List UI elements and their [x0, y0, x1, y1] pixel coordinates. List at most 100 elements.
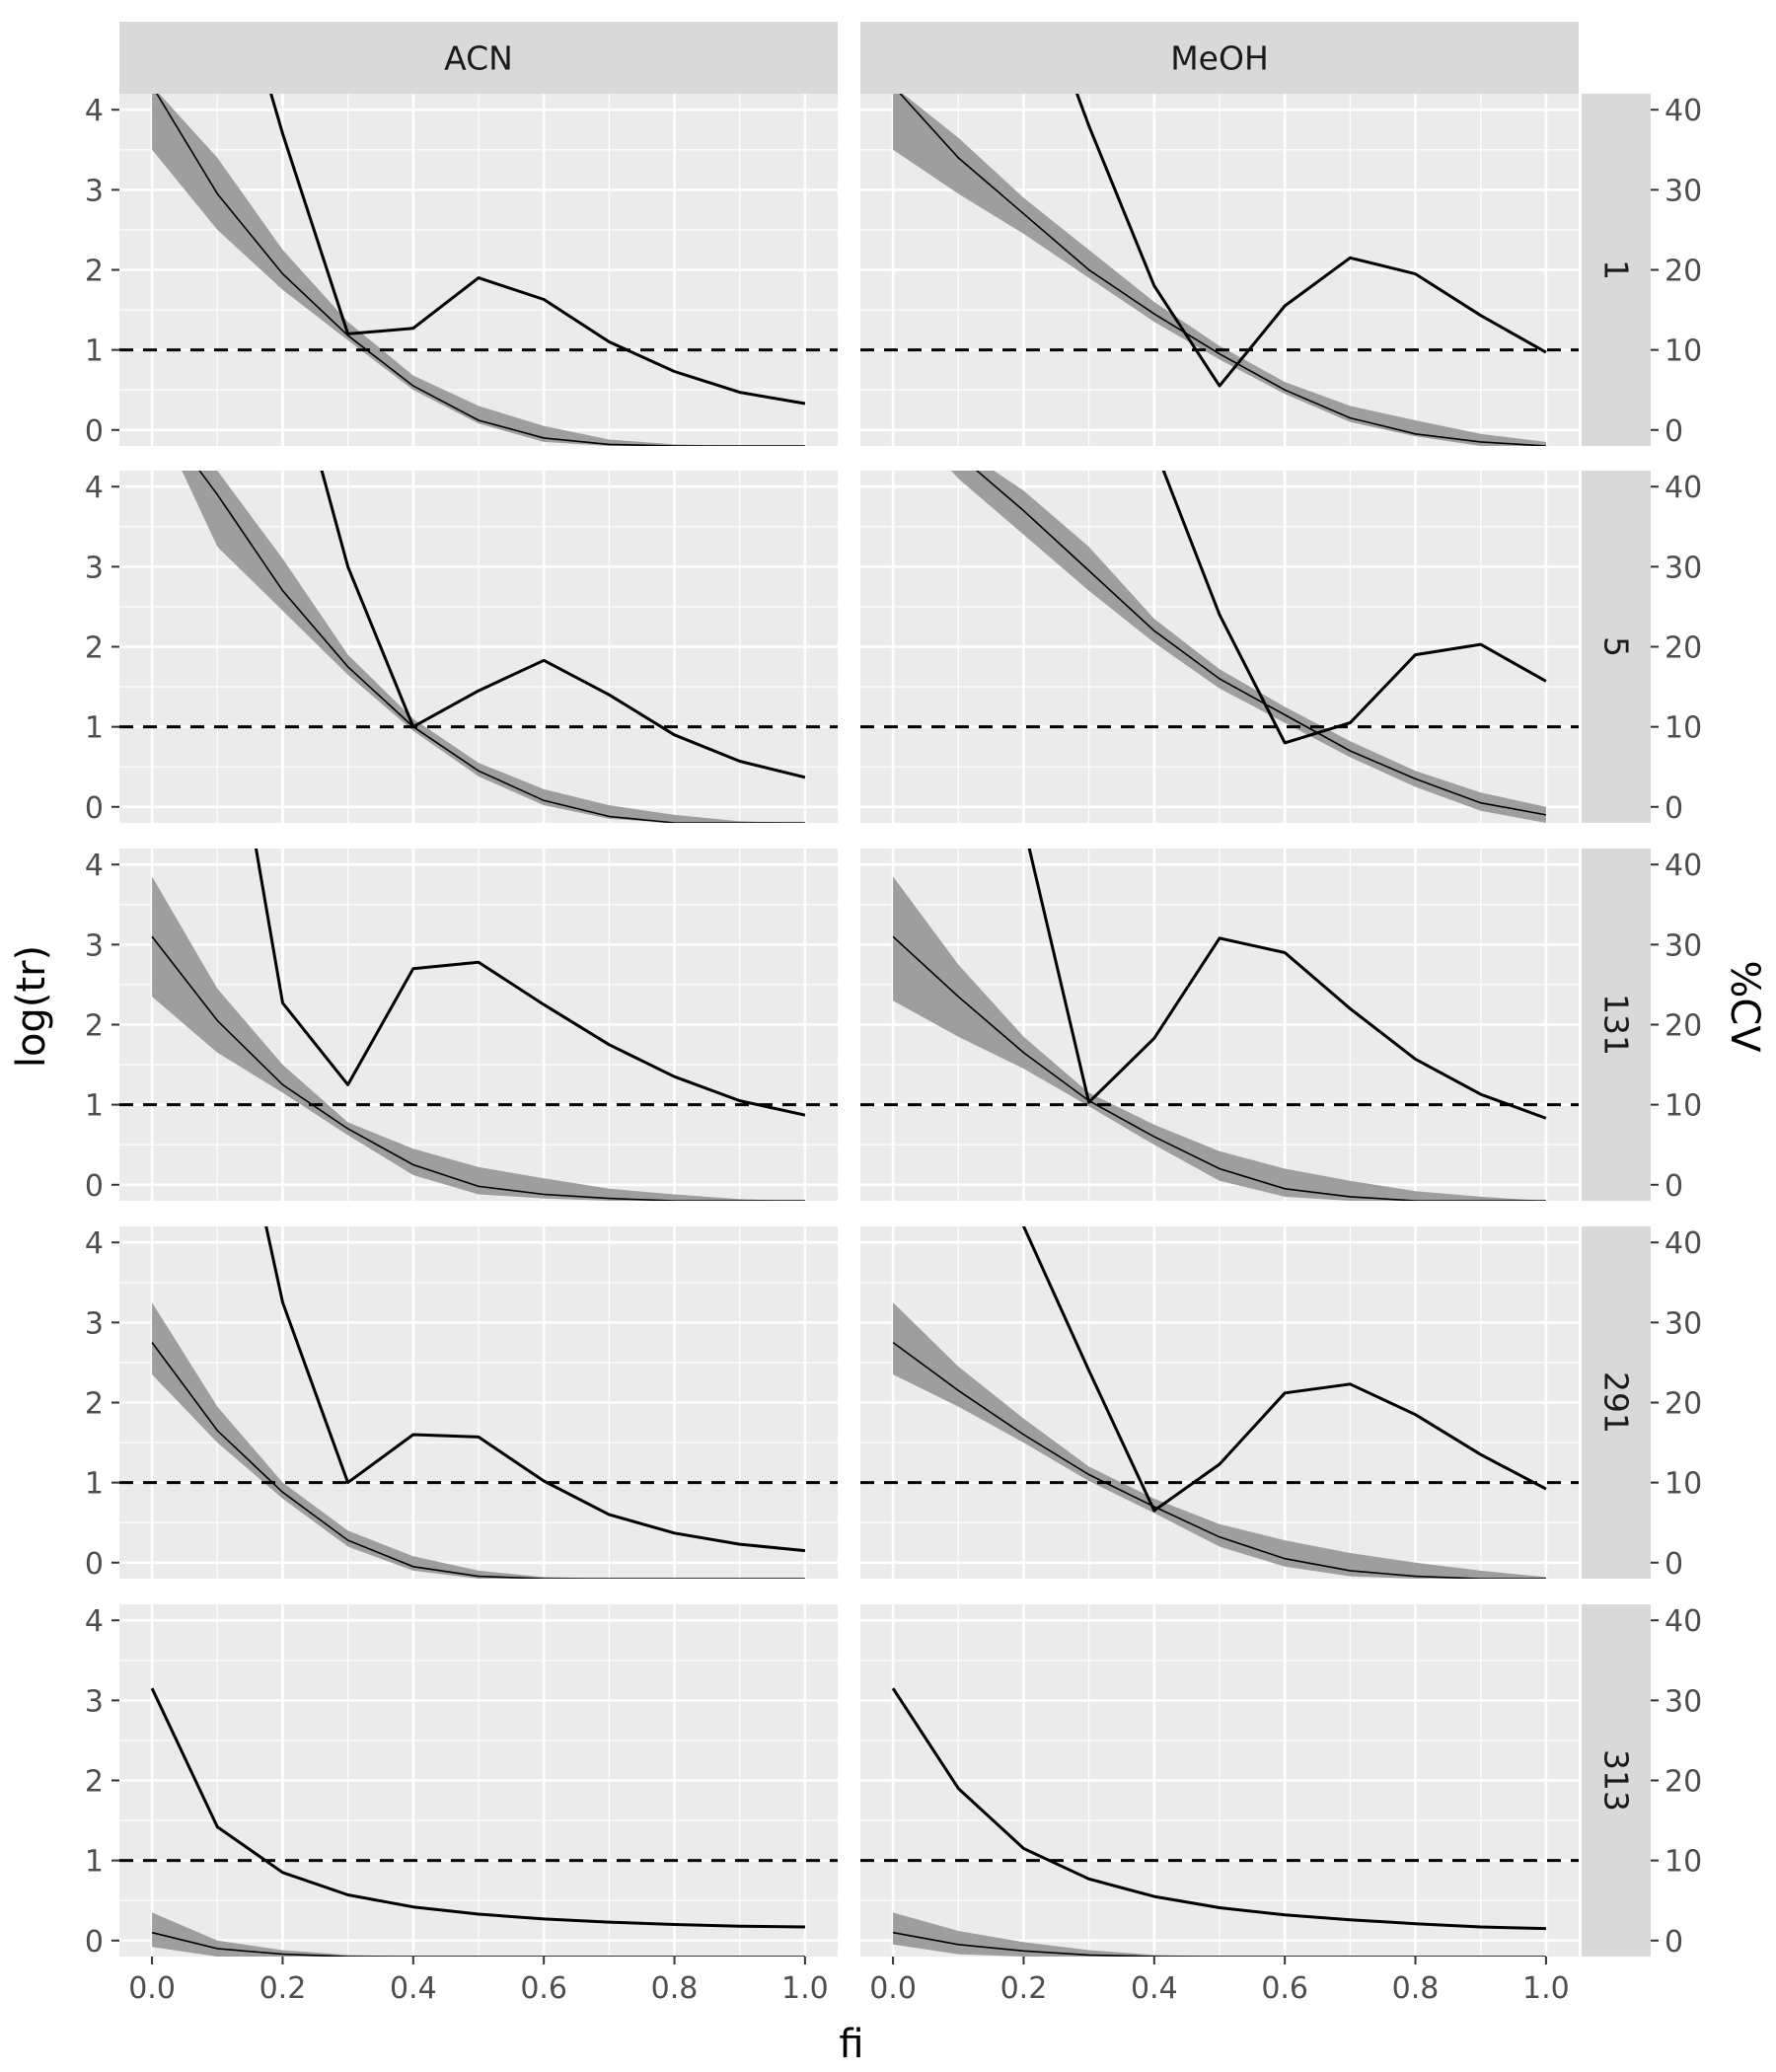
- panel-acn-313: [119, 1604, 838, 1957]
- panel-plot-area: [119, 849, 838, 1201]
- logtr-line: [151, 1342, 805, 1579]
- y-tick-label: 0: [85, 414, 104, 449]
- y2-tick-label: 0: [1665, 1169, 1683, 1204]
- y2-axis-title: %CV: [1722, 960, 1767, 1053]
- y2-tick-label: 30: [1665, 1306, 1702, 1341]
- x-tick-label: 0.6: [1261, 1971, 1308, 2006]
- y2-tick-label: 0: [1665, 1547, 1683, 1582]
- strip-label: 131: [1597, 994, 1636, 1056]
- y2-tick-label: 0: [1665, 791, 1683, 826]
- y-tick-label: 4: [85, 471, 104, 505]
- y-tick-label: 2: [85, 1009, 104, 1044]
- cv-line: [320, 471, 806, 779]
- y-tick-label: 1: [85, 1467, 104, 1502]
- logtr-line: [899, 94, 1546, 446]
- strip-label: 291: [1597, 1371, 1636, 1434]
- y2-tick-label: 40: [1665, 94, 1702, 128]
- cv-line: [1161, 471, 1547, 745]
- panel-meoh-313: [860, 1604, 1579, 1957]
- panel-acn-131: [119, 849, 838, 1201]
- panel-plot-area: [119, 471, 838, 823]
- strip-label: 1: [1597, 259, 1636, 280]
- x-tick-label: 0.2: [259, 1971, 307, 2006]
- x-tick-label: 0.4: [390, 1971, 437, 2006]
- panel-plot-area: [860, 471, 1579, 823]
- x-tick-label: 0.0: [128, 1971, 176, 2006]
- logtr-line: [892, 1931, 1546, 1957]
- panel-plot-area: [860, 1226, 1579, 1579]
- panel-plot-area: [119, 1687, 838, 1957]
- logtr-line: [892, 935, 1546, 1201]
- y2-tick-label: 10: [1665, 1845, 1702, 1880]
- panel-plot-area: [860, 849, 1579, 1201]
- panel-meoh-131: [860, 849, 1579, 1201]
- panel-plot-area: [860, 94, 1579, 446]
- y-tick-label: 2: [85, 631, 104, 666]
- y-axis-title: log(tr): [9, 945, 54, 1068]
- y2-tick-label: 20: [1665, 1765, 1702, 1800]
- y2-tick-label: 10: [1665, 334, 1702, 369]
- y-tick-label: 3: [85, 551, 104, 585]
- y-tick-label: 4: [85, 1604, 104, 1639]
- strip-label: ACN: [444, 39, 513, 78]
- logtr-line: [151, 1931, 805, 1957]
- y-tick-label: 4: [85, 849, 104, 883]
- strip-label: 313: [1597, 1749, 1636, 1812]
- y-tick-label: 2: [85, 1765, 104, 1800]
- y2-tick-label: 0: [1665, 1925, 1683, 1960]
- confidence-band: [893, 1302, 1546, 1579]
- y2-tick-label: 30: [1665, 1684, 1702, 1719]
- logtr-line: [975, 471, 1547, 816]
- y-tick-label: 3: [85, 928, 104, 963]
- y-tick-label: 0: [85, 1925, 104, 1960]
- cv-line: [1027, 849, 1547, 1120]
- y2-tick-label: 30: [1665, 174, 1702, 208]
- x-tick-label: 1.0: [1522, 1971, 1570, 2006]
- panel-acn-291: [119, 1226, 838, 1579]
- strip-row-1: [1582, 94, 1651, 446]
- y-tick-label: 0: [85, 1547, 104, 1582]
- cv-line: [269, 94, 806, 406]
- y-tick-label: 4: [85, 94, 104, 128]
- y2-tick-label: 20: [1665, 1387, 1702, 1422]
- axes-layer: 0123401234012340123401234010203040010203…: [85, 94, 1702, 2006]
- y-tick-label: 2: [85, 255, 104, 289]
- y-tick-label: 1: [85, 1845, 104, 1880]
- x-tick-label: 0.6: [520, 1971, 567, 2006]
- y-tick-label: 0: [85, 1169, 104, 1204]
- strip-row-131: [1582, 849, 1651, 1201]
- panel-plot-area: [119, 94, 838, 446]
- cv-line: [264, 1226, 806, 1553]
- y2-tick-label: 10: [1665, 711, 1702, 746]
- confidence-band: [152, 1912, 805, 1957]
- y2-tick-label: 20: [1665, 631, 1702, 666]
- strip-label: 5: [1597, 636, 1636, 657]
- panel-meoh-5: [860, 471, 1579, 823]
- y2-tick-label: 0: [1665, 414, 1683, 449]
- y-tick-label: 1: [85, 1089, 104, 1124]
- cv-line: [1021, 1226, 1547, 1513]
- y-tick-label: 0: [85, 791, 104, 826]
- cv-line: [891, 1687, 1546, 1931]
- y2-tick-label: 40: [1665, 1604, 1702, 1639]
- y2-tick-label: 40: [1665, 849, 1702, 883]
- strip-label: MeOH: [1170, 39, 1269, 78]
- strips-layer: ACN MeOH 1 5 131 291 313: [119, 22, 1651, 1957]
- panel-acn-5: [119, 471, 838, 823]
- y2-tick-label: 20: [1665, 255, 1702, 289]
- y2-tick-label: 30: [1665, 551, 1702, 585]
- panel-plot-area: [119, 1226, 838, 1579]
- strip-row-5: [1582, 471, 1651, 823]
- x-tick-label: 0.8: [651, 1971, 699, 2006]
- y2-tick-label: 10: [1665, 1089, 1702, 1124]
- logtr-line: [156, 94, 805, 446]
- confidence-band: [152, 1302, 805, 1579]
- cv-line: [1074, 94, 1547, 388]
- x-tick-label: 0.8: [1392, 1971, 1440, 2006]
- y-tick-label: 2: [85, 1387, 104, 1422]
- panels-layer: [119, 94, 1579, 1957]
- y-tick-label: 4: [85, 1226, 104, 1261]
- confidence-band: [152, 94, 805, 446]
- x-tick-label: 0.4: [1131, 1971, 1178, 2006]
